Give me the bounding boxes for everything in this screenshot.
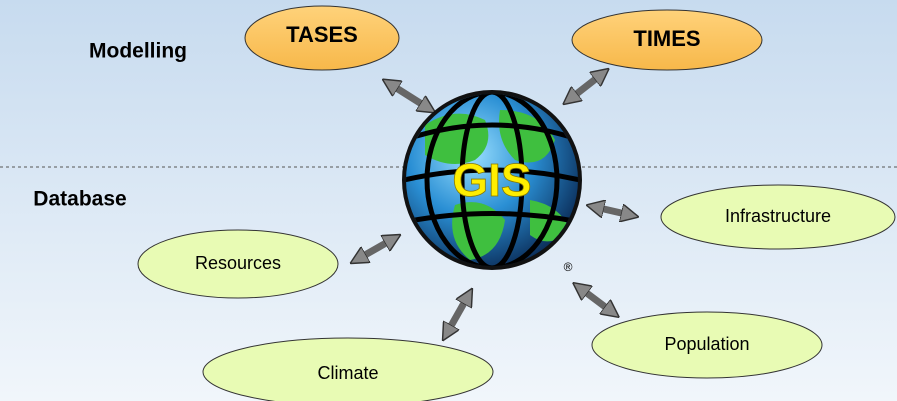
section-label: Modelling xyxy=(89,40,187,63)
registered-mark: ® xyxy=(564,260,573,274)
node-label: Resources xyxy=(195,253,281,273)
node-label: Population xyxy=(664,334,749,354)
center-label: GIS xyxy=(452,154,531,206)
diagram: Modelling Database TASES TIMES Infrastru… xyxy=(0,0,897,401)
node-label: Climate xyxy=(317,363,378,383)
section-label: Database xyxy=(33,188,126,211)
node-label: TIMES xyxy=(633,26,700,51)
node-label: Infrastructure xyxy=(725,206,831,226)
node-label: TASES xyxy=(286,22,358,47)
